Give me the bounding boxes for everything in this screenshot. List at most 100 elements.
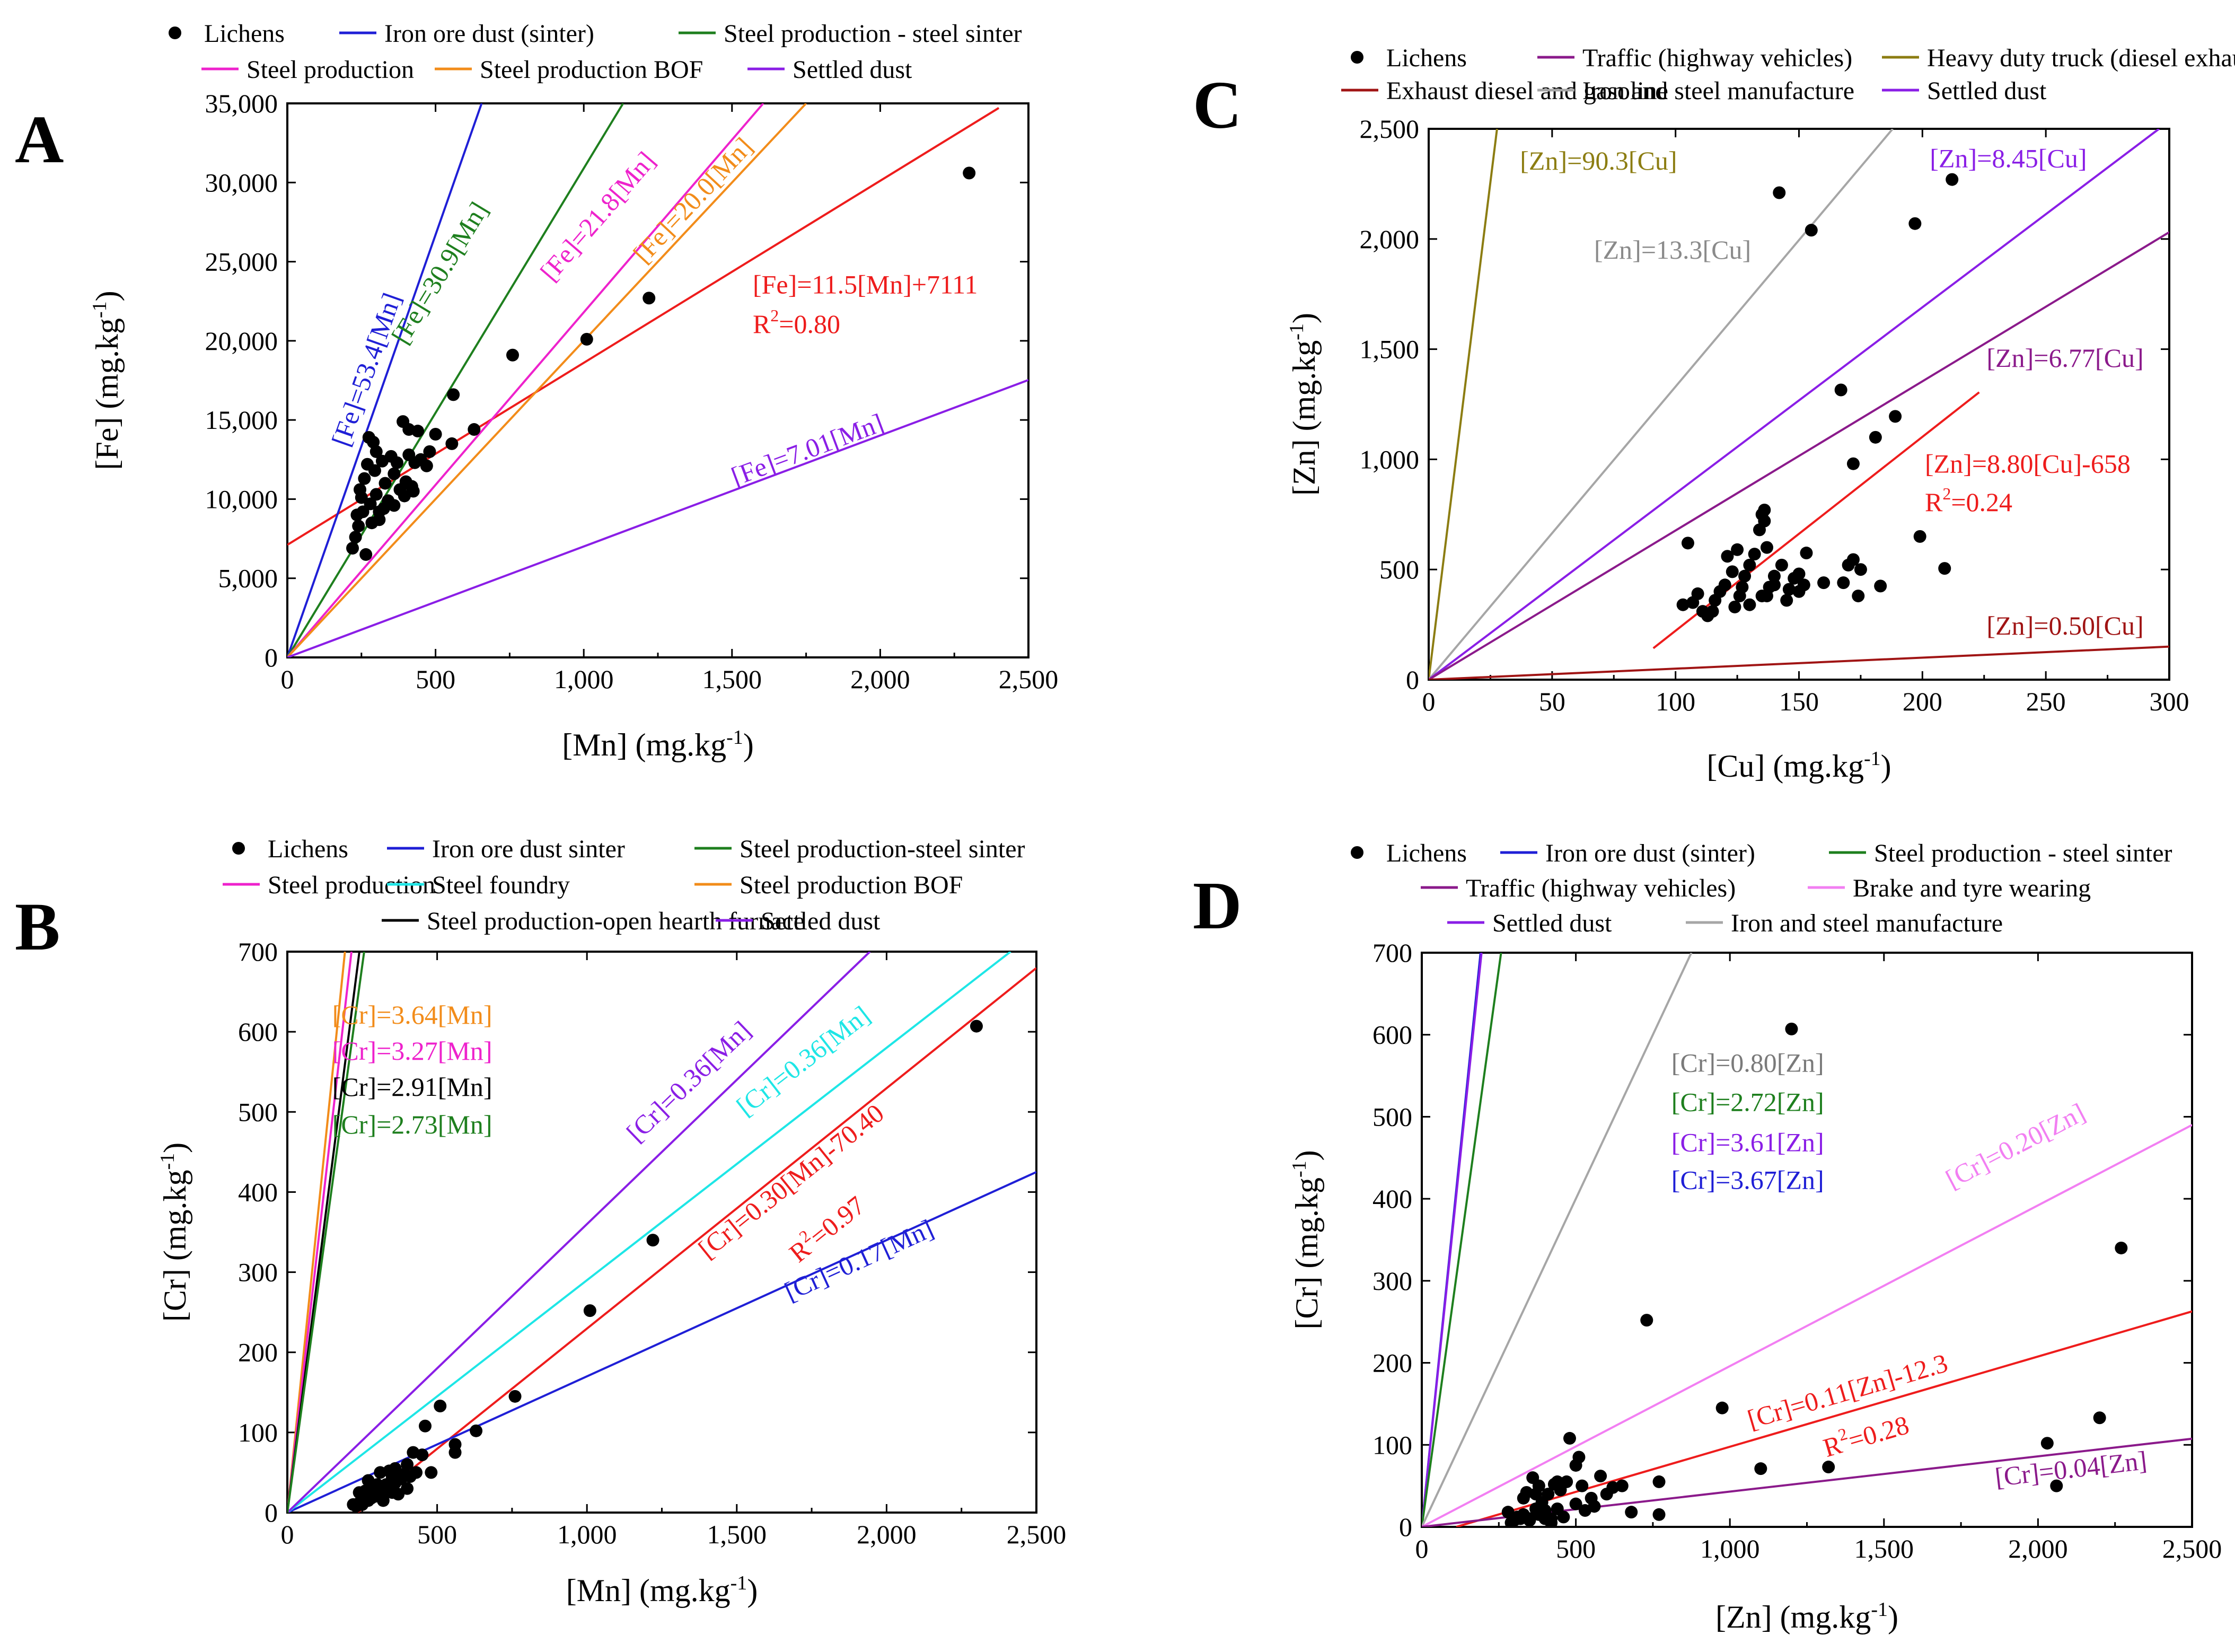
ratio-line	[1429, 231, 2169, 680]
data-point	[359, 548, 373, 561]
legend-label: Exhaust diesel and gasoline	[1386, 77, 1668, 105]
data-point	[373, 513, 386, 526]
data-point	[1908, 217, 1922, 230]
data-point	[445, 437, 459, 450]
ratio-line	[287, 952, 365, 1513]
data-point	[447, 388, 460, 401]
y-tick-label: 700	[238, 937, 278, 966]
legend-item: Exhaust diesel and gasoline	[1341, 77, 1668, 105]
data-point	[506, 348, 519, 362]
x-tick-label: 50	[1539, 687, 1565, 716]
ratio-line	[1429, 129, 1498, 680]
x-tick-label: 1,500	[1854, 1534, 1914, 1563]
legend-item: Traffic (highway vehicles)	[1537, 44, 1852, 72]
data-point	[1852, 590, 1865, 603]
data-point	[377, 502, 390, 515]
data-point	[1563, 1431, 1576, 1445]
data-point	[420, 459, 433, 472]
data-layer-B	[287, 952, 1036, 1513]
data-point	[963, 166, 976, 180]
y-tick-label: 500	[1372, 1102, 1412, 1131]
data-point	[508, 1390, 522, 1403]
panel-label-A: A	[15, 102, 64, 177]
annotation-label: [Fe]=7.01[Mn]	[727, 408, 887, 491]
legend-label: Lichens	[204, 20, 285, 48]
annotation-label: [Zn]=8.80[Cu]-658	[1925, 449, 2131, 478]
legend-item: Iron ore dust (sinter)	[1500, 839, 1755, 867]
data-point	[1600, 1488, 1613, 1501]
annotation-label: [Zn]=8.45[Cu]	[1930, 144, 2087, 173]
data-point	[1501, 1506, 1515, 1519]
ratio-line	[287, 103, 624, 657]
legend-marker	[1351, 51, 1363, 64]
legend-label: Steel production	[247, 56, 414, 84]
x-axis-label: [Mn] (mg.kg-1)	[566, 1572, 758, 1608]
legend-item: Steel foundry	[387, 871, 570, 899]
data-point	[1709, 594, 1722, 607]
legend-item: Steel production BOF	[435, 56, 703, 84]
y-tick-label: 0	[1406, 665, 1419, 695]
x-axis-label: [Zn] (mg.kg-1)	[1715, 1598, 1898, 1635]
annotation-label: R2=0.24	[1925, 484, 2012, 517]
data-point	[1686, 596, 1700, 609]
y-tick-label: 400	[238, 1177, 278, 1207]
annotation-label: [Cr]=0.20[Zn]	[1941, 1097, 2090, 1194]
data-point	[401, 1458, 414, 1471]
x-tick-label: 1,000	[1700, 1534, 1760, 1563]
legend-item: Settled dust	[1447, 909, 1612, 937]
data-point	[448, 1446, 462, 1459]
annotation-label: R2=0.28	[1819, 1407, 1912, 1463]
legend-item: Lichens	[232, 835, 348, 863]
x-axis-label: [Cu] (mg.kg-1)	[1706, 748, 1891, 784]
data-point	[1913, 530, 1926, 543]
y-tick-label: 100	[238, 1418, 278, 1447]
data-point	[580, 332, 593, 346]
x-tick-label: 1,500	[702, 664, 762, 694]
data-point	[1946, 173, 1959, 186]
data-point	[388, 467, 401, 480]
data-point	[353, 1486, 366, 1499]
data-point	[379, 477, 392, 490]
x-tick-label: 300	[2150, 687, 2189, 716]
panel-C: C 0 50 100 150 200 250 300 0 500 1,000 1,500 2,000 2,…	[1193, 44, 2235, 784]
data-point	[358, 472, 371, 485]
data-point	[1782, 583, 1796, 596]
ratio-line	[287, 952, 1011, 1513]
legend-item: Settled dust	[1882, 77, 2047, 105]
data-point	[1760, 541, 1773, 554]
legend-label: Heavy duty truck (diesel exhaust)	[1927, 44, 2235, 72]
x-tick-label: 0	[1415, 1534, 1429, 1563]
annotation-label: [Cr]=3.64[Mn]	[332, 1000, 492, 1030]
legend-item: Steel production - steel sinter	[679, 20, 1022, 48]
data-point	[349, 531, 362, 544]
y-tick-label: 25,000	[205, 247, 278, 277]
data-point	[1625, 1506, 1638, 1519]
annotation-label: [Cr]=2.73[Mn]	[332, 1110, 492, 1139]
legend-item: Lichens	[1351, 44, 1467, 72]
y-tick-label: 600	[238, 1017, 278, 1047]
x-tick-label: 0	[281, 664, 294, 694]
data-layer-D	[1422, 953, 2192, 1527]
data-point	[643, 292, 656, 305]
data-point	[1715, 1401, 1729, 1414]
data-point	[1681, 537, 1694, 550]
data-point	[1652, 1508, 1666, 1521]
data-point	[1576, 1479, 1589, 1492]
y-tick-label: 30,000	[205, 168, 278, 197]
annotation-label: [Zn]=90.3[Cu]	[1520, 146, 1677, 175]
y-axis-label: [Zn] (mg.kg-1)	[1286, 313, 1322, 496]
legend-label: Steel foundry	[432, 871, 570, 899]
data-point	[1785, 1022, 1798, 1035]
data-point	[1517, 1491, 1530, 1505]
x-tick-label: 250	[2026, 687, 2066, 716]
legend-label: Settled dust	[761, 907, 881, 935]
data-point	[403, 1470, 417, 1483]
data-point	[1523, 1514, 1536, 1527]
x-tick-label: 100	[1656, 687, 1695, 716]
regression-line	[1456, 1310, 2192, 1527]
legend-item: Iron ore dust sinter	[387, 835, 625, 863]
legend-label: Settled dust	[1927, 77, 2047, 105]
data-point	[1738, 569, 1752, 583]
annotation-label: [Cr]=2.91[Mn]	[332, 1072, 492, 1102]
data-point	[1731, 543, 1744, 556]
